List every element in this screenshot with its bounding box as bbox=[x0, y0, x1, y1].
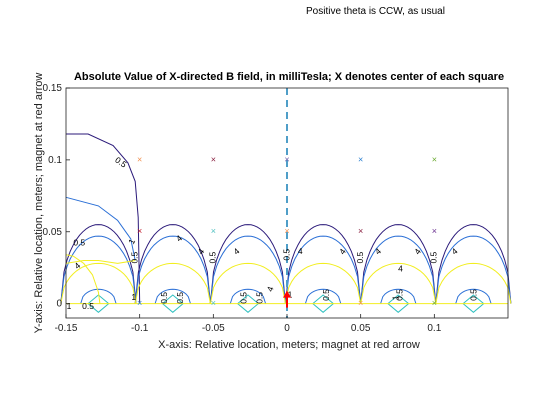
square-center-marker-9: × bbox=[432, 226, 437, 236]
contour-4-upper bbox=[65, 260, 136, 264]
y-axis-label: Y-axis: Relative location, meters; magne… bbox=[33, 73, 45, 334]
contour-label-7: 1 bbox=[131, 292, 136, 302]
contour-label-15: 0.5 bbox=[255, 292, 265, 304]
square-center-marker-4: × bbox=[432, 154, 437, 164]
contour-label-30: 1 bbox=[288, 289, 293, 299]
contour-1-loop-2 bbox=[229, 288, 267, 304]
contour-4-arch-5 bbox=[435, 262, 512, 304]
contour-0.5-arch-0 bbox=[60, 224, 137, 304]
square-center-marker-1: × bbox=[211, 154, 216, 164]
contour-4-left-edge bbox=[65, 254, 101, 304]
contour-label-9: 4 bbox=[195, 246, 206, 256]
contour-4-arch-1 bbox=[134, 262, 211, 304]
square-center-marker-2: × bbox=[284, 154, 289, 164]
contour-label-20: 0.5 bbox=[355, 251, 365, 263]
contour-lines bbox=[60, 133, 512, 313]
contour-1-arch-0 bbox=[60, 235, 137, 304]
contour-0.5-outer bbox=[66, 133, 141, 304]
contour-label-28: 1 bbox=[390, 295, 400, 300]
x-tick-label-0: -0.15 bbox=[55, 323, 78, 334]
contour-1-loop-1 bbox=[154, 288, 191, 304]
contour-label-25: 4 bbox=[449, 246, 459, 257]
contour-label-29: 0.5 bbox=[468, 289, 478, 301]
contour-1-loop-4 bbox=[380, 288, 417, 304]
contour-0.5-arch-2 bbox=[209, 224, 286, 304]
y-tick-label-1: 0.05 bbox=[43, 227, 63, 238]
y-tick-label-0: 0 bbox=[56, 299, 62, 310]
contour-1-outer bbox=[65, 196, 136, 261]
contour-0.5-arch-1 bbox=[134, 224, 211, 304]
square-center-marker-8: × bbox=[358, 226, 363, 236]
contour-label-24: 0.5 bbox=[429, 251, 439, 263]
x-tick-label-5: 0.1 bbox=[427, 323, 441, 334]
contour-4-arch-3 bbox=[285, 262, 362, 304]
square-center-marker-13: × bbox=[432, 298, 437, 308]
contour-label-26: 0.5 bbox=[321, 289, 331, 301]
contour-4-arch-0 bbox=[60, 262, 137, 304]
contour-label-12: 0.5 bbox=[159, 292, 169, 304]
contour-1-arch-4 bbox=[360, 235, 437, 304]
contour-0.5-arch-4 bbox=[360, 224, 437, 304]
x-tick-label-4: 0.05 bbox=[351, 323, 371, 334]
contour-label-13: 0.5 bbox=[175, 292, 185, 304]
contour-4-arch-4 bbox=[360, 262, 437, 304]
y-tick-label-2: 0.1 bbox=[48, 155, 62, 166]
contour-label-14: 0.5 bbox=[239, 292, 249, 304]
contour-label-10: 4 bbox=[231, 246, 241, 257]
contour-label-5: 1 bbox=[126, 237, 137, 246]
contour-label-27: 0.5 bbox=[395, 289, 405, 301]
contour-label-4: 1 bbox=[67, 301, 72, 311]
contour-1-arch-1 bbox=[134, 235, 211, 304]
square-center-marker-6: × bbox=[211, 226, 216, 236]
contour-label-11: 0.5 bbox=[208, 251, 218, 263]
square-center-marker-12: × bbox=[358, 298, 363, 308]
contour-label-22: 4 bbox=[398, 263, 403, 273]
contour-1-loop-3 bbox=[304, 288, 342, 304]
square-center-marker-7: × bbox=[284, 226, 289, 236]
x-tick-label-3: 0 bbox=[284, 323, 290, 334]
contour-label-6: 0.5 bbox=[129, 251, 139, 263]
square-center-marker-5: × bbox=[137, 226, 142, 236]
square-center-marker-11: × bbox=[211, 298, 216, 308]
square-center-marker-0: × bbox=[137, 154, 142, 164]
contour-4-arch-2 bbox=[209, 262, 286, 304]
axis-ticks: -0.15 -0.1 -0.05 0 0.05 0.1 0 0.05 0.1 0.15 bbox=[43, 83, 442, 334]
contour-label-1: 0.5 bbox=[73, 238, 85, 248]
magnet-arrow-head bbox=[283, 290, 291, 298]
contour-1-arch-2 bbox=[209, 235, 286, 304]
contour-label-16: 4 bbox=[265, 285, 276, 293]
contour-label-23: 4 bbox=[412, 246, 423, 256]
x-axis-label: X-axis: Relative location, meters; magne… bbox=[158, 339, 420, 351]
square-center-marker-3: × bbox=[358, 154, 363, 164]
contour-label-17: 0.5 bbox=[281, 249, 291, 261]
contour-label-19: 4 bbox=[337, 246, 348, 256]
contour-label-18: 4 bbox=[298, 246, 303, 256]
x-tick-label-2: -0.05 bbox=[202, 323, 225, 334]
contour-1-arch-5 bbox=[435, 235, 512, 304]
contour-1-arch-3 bbox=[285, 235, 362, 304]
contour-1-loop-0 bbox=[80, 288, 117, 304]
contour-0.5-arch-5 bbox=[435, 224, 512, 304]
header-note: Positive theta is CCW, as usual bbox=[306, 6, 445, 17]
x-tick-label-1: -0.1 bbox=[131, 323, 149, 334]
contour-0.5-arch-3 bbox=[285, 224, 362, 304]
square-center-marker-10: × bbox=[137, 298, 142, 308]
y-tick-label-3: 0.15 bbox=[43, 83, 63, 94]
contour-1-loop-5 bbox=[455, 288, 492, 304]
contour-label-21: 4 bbox=[373, 246, 383, 257]
chart-title: Absolute Value of X-directed B field, in… bbox=[74, 71, 504, 83]
contour-label-0: 0.5 bbox=[113, 155, 129, 170]
contour-label-8: 4 bbox=[174, 233, 184, 244]
contour-label-2: 4 bbox=[72, 260, 82, 271]
contour-label-3: 0.5 bbox=[82, 301, 94, 311]
